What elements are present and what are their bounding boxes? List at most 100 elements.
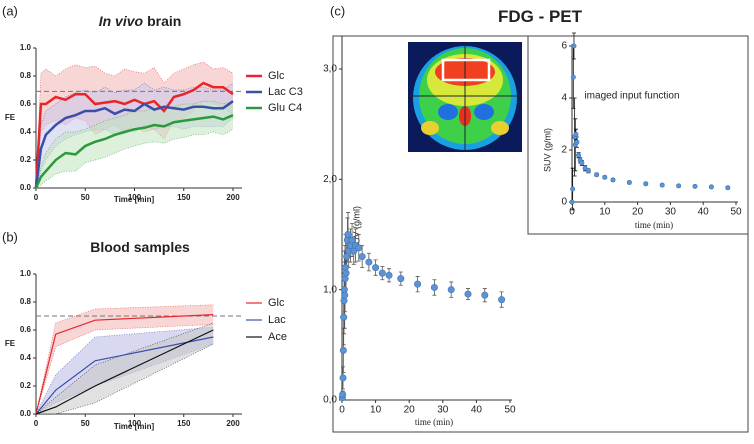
y-tick-label: 4 bbox=[561, 93, 567, 104]
band-edge bbox=[35, 324, 214, 415]
legend-label: Glc bbox=[268, 70, 285, 82]
pet-blob bbox=[491, 121, 509, 135]
data-point bbox=[430, 283, 438, 291]
chart-title: FDG - PET bbox=[498, 7, 583, 26]
series-line bbox=[34, 100, 234, 189]
pet-image bbox=[408, 42, 522, 152]
x-axis-label: Time [min] bbox=[114, 195, 155, 204]
x-tick-label: 50 bbox=[81, 193, 90, 202]
x-tick-label: 10 bbox=[599, 207, 611, 218]
y-axis-label: FE bbox=[5, 113, 16, 122]
series-line bbox=[35, 336, 214, 415]
y-tick-label: 2,0 bbox=[323, 174, 337, 185]
pet-blob bbox=[474, 104, 494, 120]
data-point bbox=[397, 275, 405, 283]
data-point bbox=[365, 258, 373, 266]
data-point bbox=[692, 183, 698, 189]
data-point bbox=[414, 280, 422, 288]
chart-title: Blood samples bbox=[90, 239, 190, 255]
y-tick-label: 0.2 bbox=[20, 381, 32, 390]
data-point bbox=[570, 74, 576, 80]
panel-frame bbox=[527, 35, 749, 235]
y-axis-label: SUV (g/ml) bbox=[351, 206, 361, 250]
y-axis-label: SUV (g/ml) bbox=[542, 128, 552, 172]
data-point bbox=[481, 291, 489, 299]
data-point bbox=[372, 264, 380, 272]
panel-label: (a) bbox=[2, 3, 18, 18]
y-tick-label: 1,0 bbox=[323, 284, 337, 295]
x-axis-label: time (min) bbox=[635, 220, 673, 230]
x-tick-label: 0 bbox=[339, 405, 345, 416]
data-point bbox=[378, 269, 386, 277]
data-point bbox=[579, 160, 585, 166]
title-part: Blood samples bbox=[90, 239, 190, 255]
data-point bbox=[339, 390, 347, 398]
x-tick-label: 40 bbox=[698, 207, 710, 218]
error-band bbox=[36, 304, 214, 414]
pet-blob bbox=[438, 104, 458, 120]
y-tick-label: 0.4 bbox=[20, 353, 32, 362]
y-tick-label: 0 bbox=[561, 197, 567, 208]
data-point bbox=[569, 199, 575, 205]
series-line bbox=[35, 329, 214, 415]
panel-label: (c) bbox=[330, 3, 345, 18]
x-axis-label: Time [min] bbox=[114, 422, 155, 431]
data-point bbox=[358, 253, 366, 261]
x-tick-label: 100 bbox=[128, 193, 142, 202]
band-edge bbox=[36, 343, 214, 415]
x-tick-label: 20 bbox=[632, 207, 644, 218]
x-tick-label: 200 bbox=[226, 419, 240, 428]
band-edge bbox=[35, 326, 214, 415]
x-tick-label: 150 bbox=[177, 193, 191, 202]
y-tick-label: 2 bbox=[561, 145, 567, 156]
data-point bbox=[594, 172, 600, 178]
data-point bbox=[643, 181, 649, 187]
pet-blob bbox=[421, 121, 439, 135]
band-edge bbox=[35, 322, 214, 415]
data-point bbox=[708, 184, 714, 190]
series-line bbox=[35, 314, 214, 415]
error-band bbox=[36, 101, 233, 188]
data-point bbox=[342, 269, 350, 277]
data-point bbox=[602, 174, 608, 180]
data-point bbox=[676, 183, 682, 189]
x-tick-label: 100 bbox=[128, 419, 142, 428]
title-part: FDG - PET bbox=[498, 7, 583, 26]
data-point bbox=[571, 43, 577, 49]
legend-label: Ace bbox=[268, 331, 287, 343]
band-edge bbox=[35, 128, 234, 189]
data-point bbox=[725, 185, 731, 191]
data-point bbox=[341, 291, 349, 299]
y-tick-label: 0,0 bbox=[323, 395, 337, 406]
data-point bbox=[340, 313, 348, 321]
x-tick-label: 40 bbox=[471, 405, 483, 416]
y-tick-label: 0.6 bbox=[20, 325, 32, 334]
data-point bbox=[498, 296, 506, 304]
data-point bbox=[339, 374, 347, 382]
y-tick-label: 1.0 bbox=[20, 269, 32, 278]
title-part: brain bbox=[147, 13, 181, 29]
x-tick-label: 30 bbox=[665, 207, 677, 218]
data-point bbox=[585, 168, 591, 174]
legend-label: Lac bbox=[268, 314, 286, 326]
x-tick-label: 200 bbox=[226, 193, 240, 202]
y-tick-label: 3,0 bbox=[323, 64, 337, 75]
y-tick-label: 0.0 bbox=[20, 183, 32, 192]
roi-box bbox=[441, 58, 491, 82]
data-point bbox=[385, 271, 393, 279]
x-tick-label: 0 bbox=[34, 419, 39, 428]
data-point bbox=[659, 182, 665, 188]
data-point bbox=[570, 186, 576, 192]
y-tick-label: 0.0 bbox=[20, 409, 32, 418]
series-line bbox=[34, 81, 234, 189]
y-tick-label: 0.2 bbox=[20, 155, 32, 164]
y-tick-label: 1.0 bbox=[20, 43, 32, 52]
y-axis-label: FE bbox=[5, 339, 16, 348]
x-tick-label: 150 bbox=[177, 419, 191, 428]
series-line bbox=[34, 114, 234, 189]
x-tick-label: 30 bbox=[437, 405, 449, 416]
data-point bbox=[348, 236, 356, 244]
data-point bbox=[344, 231, 352, 239]
x-tick-label: 50 bbox=[730, 207, 742, 218]
